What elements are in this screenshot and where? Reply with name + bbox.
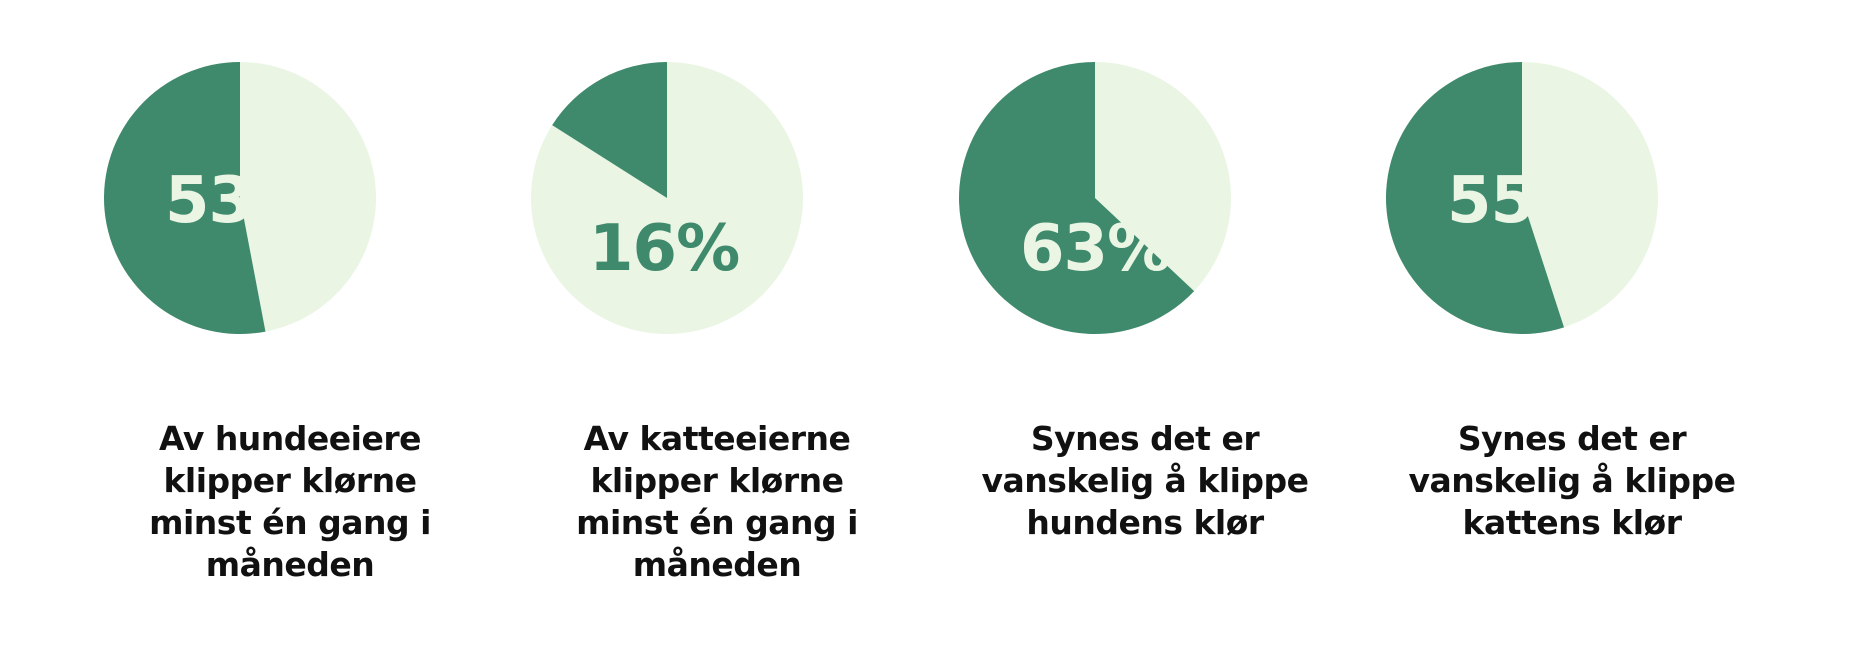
pie-svg: 53% bbox=[103, 62, 376, 334]
caption-line: Synes det er bbox=[1457, 419, 1687, 458]
value-label: 16% bbox=[589, 212, 739, 286]
caption-line: Av hundeeiere bbox=[158, 419, 422, 458]
pie-chart-dog-owners-monthly: 53% Av hundeeiere klipper klørne minst é… bbox=[90, 60, 490, 620]
caption-line: klipper klørne bbox=[163, 461, 417, 500]
caption-line: hundens klør bbox=[1026, 503, 1264, 542]
pie-caption: Av hundeeiere klipper klørne minst én ga… bbox=[90, 418, 490, 586]
value-label: 55% bbox=[1447, 164, 1597, 238]
pie-chart-cat-owners-monthly: 16% Av katteeierne klipper klørne minst … bbox=[517, 60, 917, 620]
caption-line: vanskelig å klippe bbox=[1408, 461, 1736, 500]
pie-slice-value bbox=[103, 62, 266, 334]
pie-caption: Synes det er vanskelig å klippe hundens … bbox=[945, 418, 1345, 544]
caption-line: måneden bbox=[205, 545, 375, 584]
pie-caption: Av katteeierne klipper klørne minst én g… bbox=[517, 418, 917, 586]
pie-slice-value bbox=[959, 62, 1195, 334]
caption-line: kattens klør bbox=[1462, 503, 1682, 542]
pie-slice-rest bbox=[1522, 62, 1658, 328]
pie-slice-value bbox=[1385, 61, 1565, 334]
caption-line: klipper klørne bbox=[590, 461, 844, 500]
caption-line: vanskelig å klippe bbox=[981, 461, 1309, 500]
caption-line: måneden bbox=[632, 545, 802, 584]
pie-svg: 55% bbox=[1385, 61, 1658, 334]
pie-caption: Synes det er vanskelig å klippe kattens … bbox=[1372, 418, 1772, 544]
pie-slice-rest bbox=[240, 62, 376, 332]
value-label: 63% bbox=[1020, 212, 1170, 286]
pie-slice-value bbox=[552, 62, 667, 198]
caption-line: minst én gang i bbox=[576, 503, 858, 542]
pie-chart-dog-claws-difficult: 63% Synes det er vanskelig å klippe hund… bbox=[945, 60, 1345, 620]
pie-chart-cat-claws-difficult: 55% Synes det er vanskelig å klippe katt… bbox=[1372, 60, 1772, 620]
caption-line: minst én gang i bbox=[149, 503, 431, 542]
caption-line: Synes det er bbox=[1030, 419, 1260, 458]
caption-line: Av katteeierne bbox=[583, 419, 851, 458]
pie-svg: 63% bbox=[959, 62, 1232, 334]
pie-slice-rest bbox=[1095, 62, 1232, 292]
pie-svg: 16% bbox=[531, 62, 804, 334]
pie-slice-rest bbox=[531, 62, 804, 334]
value-label: 53% bbox=[165, 164, 315, 238]
